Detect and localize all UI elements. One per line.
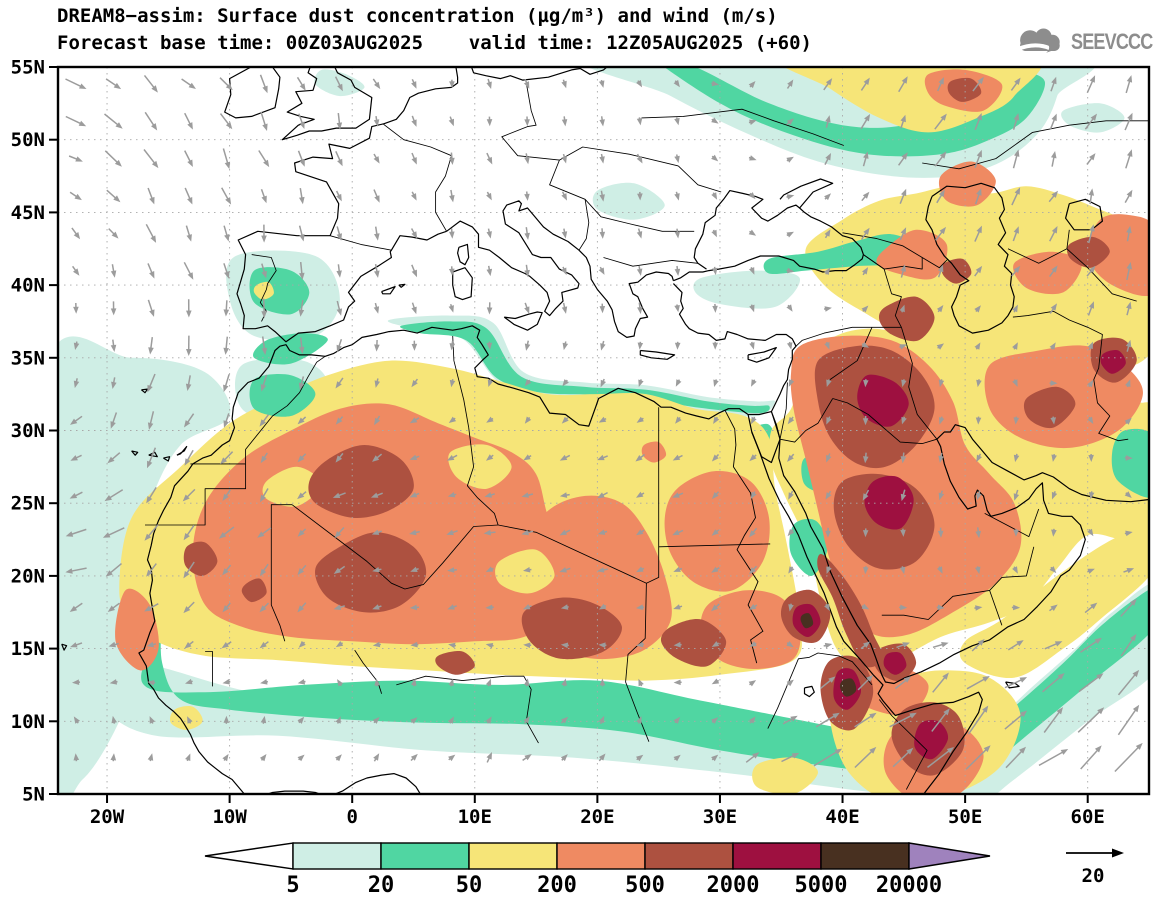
dust-region bbox=[253, 281, 274, 300]
dust-region bbox=[898, 589, 1149, 794]
dust-region bbox=[876, 229, 948, 280]
colorbar-label: 200 bbox=[537, 873, 577, 898]
lon-label: 30E bbox=[703, 806, 737, 828]
figure-title: DREAM8−assim: Surface dust concentration… bbox=[57, 5, 778, 27]
dust-region bbox=[1066, 236, 1110, 268]
colorbar-cell bbox=[644, 842, 734, 870]
lat-label: 25N bbox=[11, 493, 45, 515]
lat-label: 45N bbox=[11, 202, 45, 224]
colorbar-cell bbox=[820, 842, 910, 870]
lat-label: 35N bbox=[11, 347, 45, 369]
dust-region bbox=[959, 524, 1149, 679]
dust-region bbox=[664, 67, 1045, 157]
dust-region bbox=[495, 549, 555, 594]
dust-region bbox=[1100, 349, 1126, 374]
dust-region bbox=[1013, 251, 1082, 295]
dust-region bbox=[400, 321, 770, 414]
dust-region bbox=[58, 336, 231, 794]
dust-region bbox=[700, 590, 801, 670]
dust-region bbox=[1087, 214, 1149, 296]
dust-region bbox=[660, 618, 727, 667]
wind-arrows bbox=[65, 74, 1143, 773]
colorbar-cell bbox=[292, 842, 382, 870]
dust-region bbox=[914, 720, 949, 760]
dust-region bbox=[857, 374, 909, 427]
wind-reference-label: 20 bbox=[1082, 865, 1105, 887]
dust-region bbox=[800, 613, 814, 629]
cloud-logo-icon bbox=[1016, 28, 1060, 53]
dust-region bbox=[314, 69, 365, 97]
dust-region bbox=[105, 663, 927, 794]
lat-label: 5N bbox=[22, 784, 45, 806]
colorbar-label: 20000 bbox=[876, 873, 942, 898]
dust-region bbox=[904, 584, 1149, 794]
lat-label: 50N bbox=[11, 129, 45, 151]
dust-region bbox=[1111, 428, 1149, 498]
colorbar-label: 2000 bbox=[707, 873, 760, 898]
colorbar-cell bbox=[468, 842, 558, 870]
lon-label: 60E bbox=[1071, 806, 1105, 828]
lon-label: 10W bbox=[212, 806, 247, 828]
lon-label: 20W bbox=[90, 806, 125, 828]
colorbar-label: 500 bbox=[625, 873, 665, 898]
dust-region bbox=[183, 541, 218, 576]
colorbar-label: 5000 bbox=[795, 873, 848, 898]
dust-region bbox=[839, 678, 857, 697]
dust-region bbox=[1023, 386, 1076, 429]
dust-region bbox=[253, 333, 328, 365]
axes: 55N 50N 45N 40N 35N 30N 25N 20N 15N 10N 5N 20W 10W 0 1… bbox=[11, 57, 1105, 829]
coastlines bbox=[58, 67, 1149, 794]
figure-subtitle: Forecast base time: 00Z03AUG2025 valid t… bbox=[57, 32, 812, 54]
colorbar-cell bbox=[732, 842, 822, 870]
dust-region bbox=[169, 706, 203, 731]
dust-region bbox=[938, 161, 996, 207]
nile-river bbox=[724, 409, 764, 664]
lon-label: 10E bbox=[458, 806, 492, 828]
lon-label: 20E bbox=[580, 806, 614, 828]
colorbar: 5 20 50 200 500 2000 5000 20000 bbox=[204, 842, 991, 898]
map-area bbox=[58, 67, 1149, 794]
dust-region bbox=[435, 651, 475, 675]
logo-text: SEEVCCC bbox=[1071, 29, 1153, 54]
dust-region bbox=[315, 532, 427, 613]
dust-region bbox=[864, 475, 914, 530]
colorbar-cell bbox=[380, 842, 470, 870]
dust-region bbox=[262, 466, 322, 507]
lon-label: 0 bbox=[346, 806, 357, 828]
lat-label: 30N bbox=[11, 420, 45, 442]
dust-region bbox=[448, 444, 512, 489]
lat-label: 20N bbox=[11, 565, 45, 587]
seevccc-logo: SEEVCCC bbox=[1012, 24, 1165, 60]
colorbar-label: 50 bbox=[456, 873, 483, 898]
wind-reference-arrow-icon bbox=[1112, 848, 1124, 858]
dust-region bbox=[249, 374, 316, 417]
dust-region bbox=[947, 77, 982, 102]
dust-region bbox=[693, 270, 801, 309]
dust-region bbox=[308, 445, 414, 518]
lat-label: 55N bbox=[11, 57, 45, 79]
lat-label: 15N bbox=[11, 638, 45, 660]
dust-region bbox=[592, 182, 665, 220]
figure-title-block: DREAM8−assim: Surface dust concentration… bbox=[57, 3, 812, 57]
dust-region bbox=[878, 296, 935, 342]
dust-region bbox=[521, 597, 622, 660]
lat-label: 40N bbox=[11, 275, 45, 297]
dust-region bbox=[641, 441, 667, 463]
dust-region bbox=[752, 757, 818, 794]
colorbar-right-arrow bbox=[908, 842, 991, 870]
colorbar-label: 20 bbox=[368, 873, 395, 898]
wind-reference: 20 bbox=[1066, 848, 1124, 887]
dust-region bbox=[241, 578, 267, 603]
lon-label: 50E bbox=[948, 806, 982, 828]
colorbar-label: 5 bbox=[286, 873, 299, 898]
lat-label: 10N bbox=[11, 711, 45, 733]
lon-label: 40E bbox=[825, 806, 859, 828]
dust-region bbox=[883, 651, 907, 675]
colorbar-cell bbox=[556, 842, 646, 870]
